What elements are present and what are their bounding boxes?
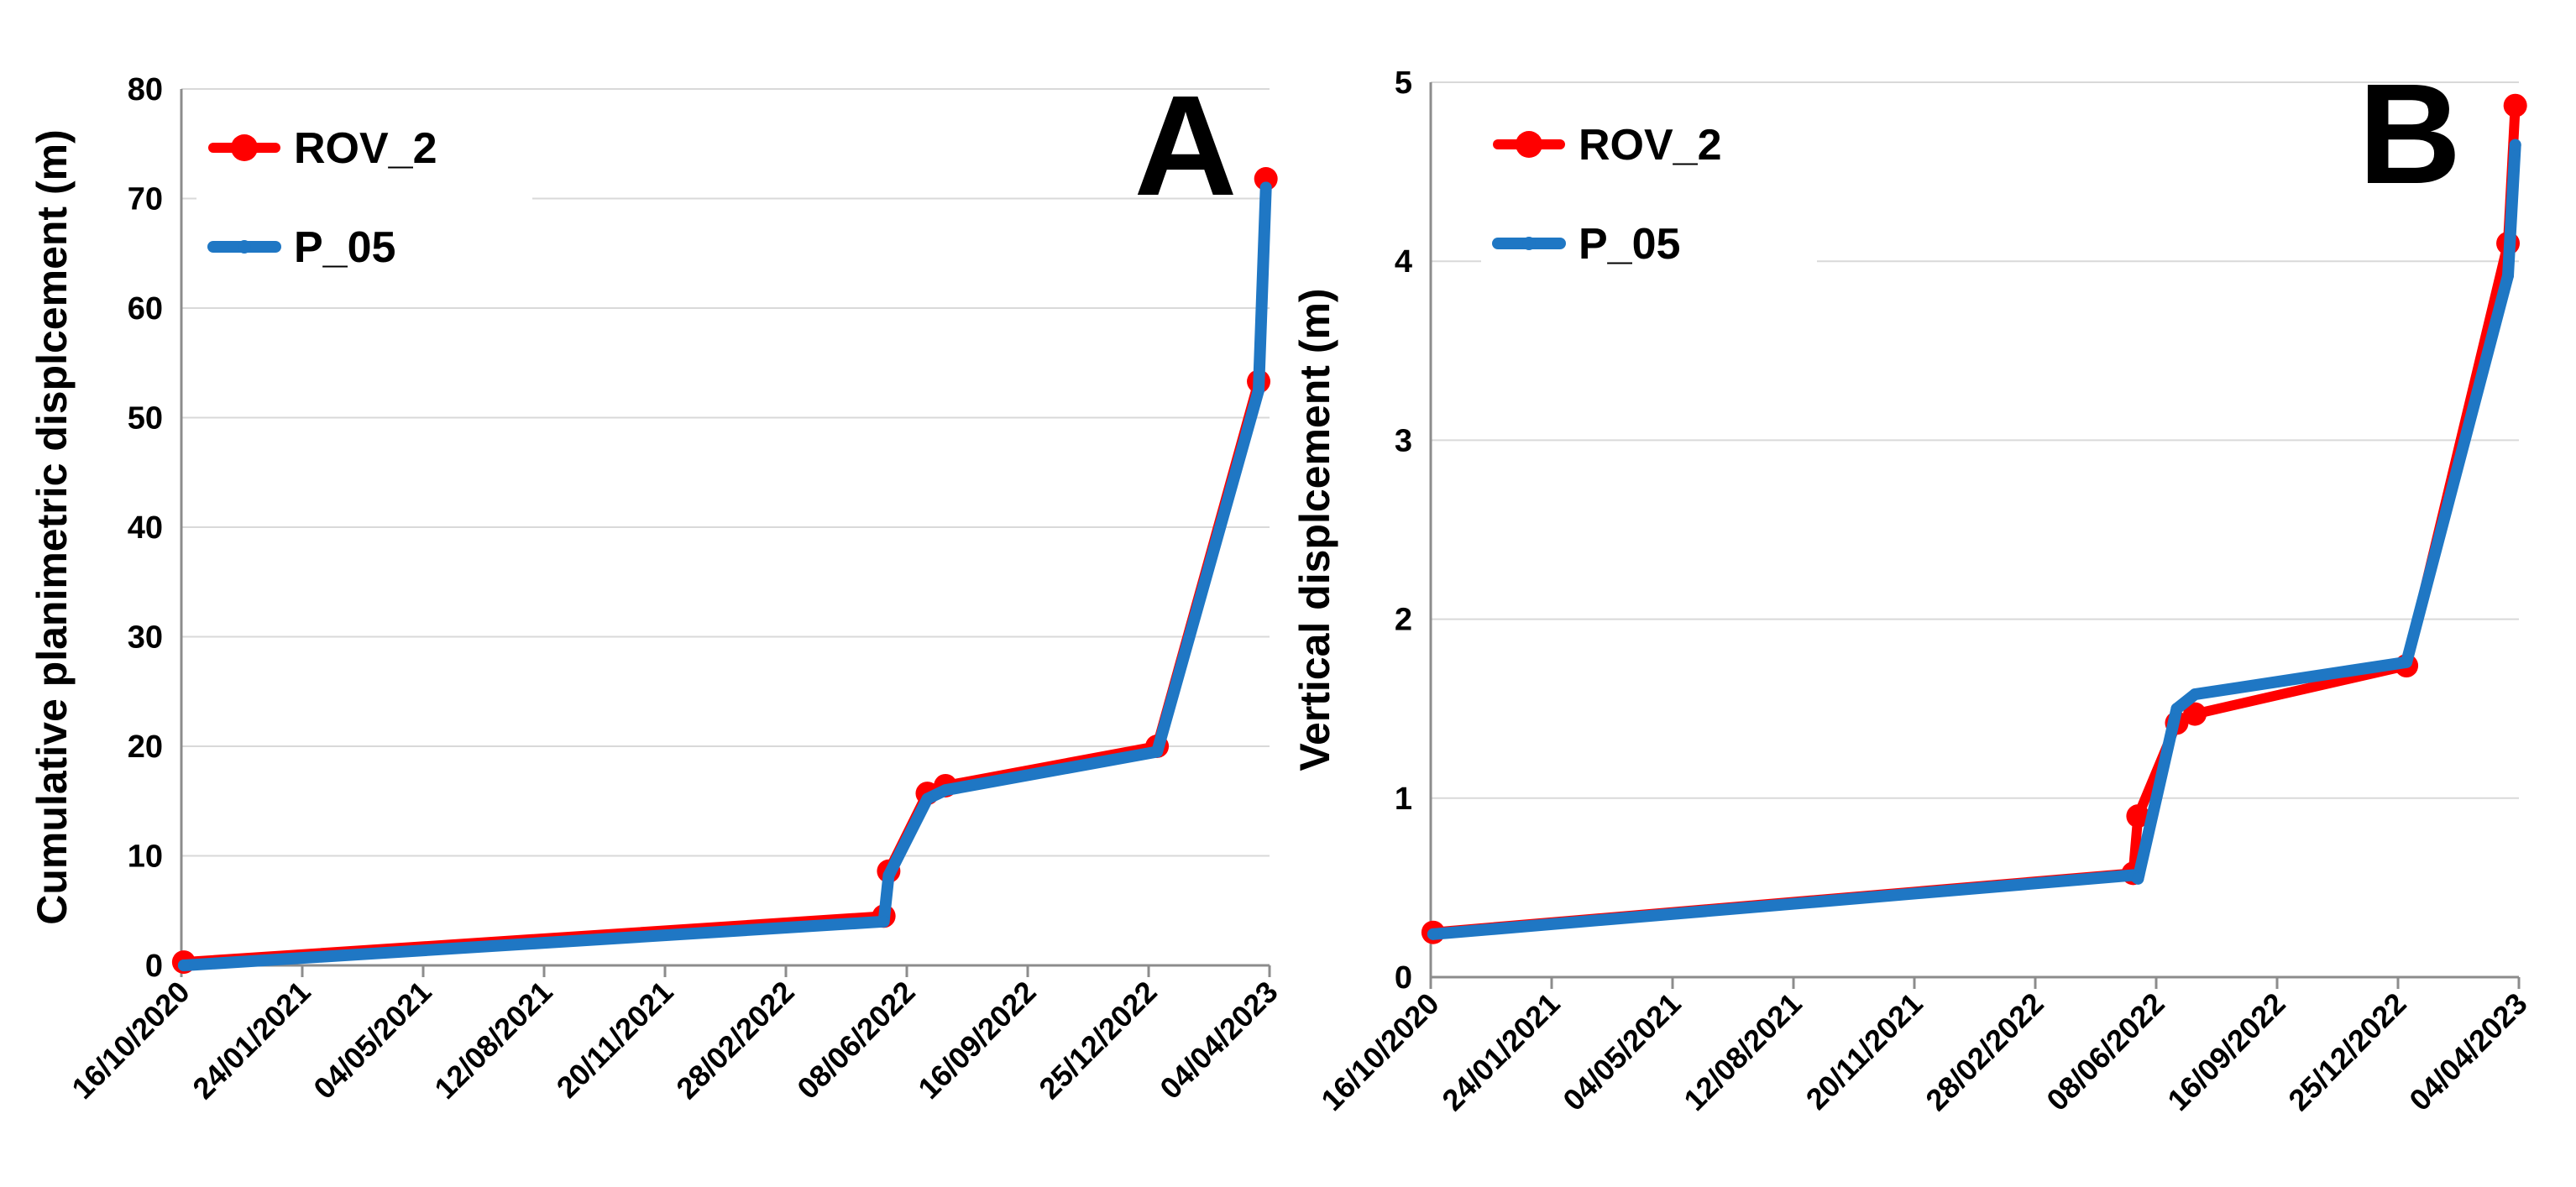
data-point-p05: [1253, 384, 1265, 396]
series-line-p05: [177, 181, 1272, 971]
panel-b-y-axis-title: Vertical displcement (m): [1291, 288, 1338, 771]
y-tick-label: 10: [128, 839, 163, 875]
data-point-p05: [921, 792, 934, 805]
y-tick-label: 60: [128, 291, 163, 327]
data-point-rov2: [2126, 804, 2150, 829]
data-point-p05: [2401, 656, 2413, 668]
data-point-p05: [1151, 745, 1164, 758]
data-point-p05: [1259, 181, 1272, 194]
y-tick-label: 80: [128, 72, 163, 107]
legend-rov2-label: ROV_2: [1579, 121, 1722, 170]
data-point-p05: [877, 915, 890, 928]
y-tick-label: 2: [1395, 603, 1412, 638]
data-point-p05: [882, 869, 895, 881]
data-point-p05: [2189, 688, 2202, 701]
data-point-p05: [940, 784, 952, 797]
data-point-rov2: [2183, 702, 2207, 726]
legend-p05-marker: [1522, 237, 1536, 250]
y-tick-label: 50: [128, 401, 163, 437]
data-point-p05: [2170, 703, 2183, 715]
panel-b-series: [1421, 93, 2527, 944]
y-tick-label: 0: [145, 949, 163, 984]
y-tick-label: 20: [128, 729, 163, 765]
y-tick-label: 30: [128, 620, 163, 656]
panel-a-legend: ROV_2 P_05: [196, 96, 532, 272]
data-point-rov2: [1254, 167, 1278, 191]
y-tick-label: 4: [1395, 244, 1412, 280]
legend-rov2-label: ROV_2: [294, 124, 437, 173]
panel-b-axes: [1429, 82, 2521, 989]
legend-rov2-marker: [231, 134, 258, 161]
y-tick-label: 70: [128, 182, 163, 217]
data-point-rov2: [2503, 93, 2527, 118]
panel-b-label: B: [2359, 55, 2462, 214]
panel-a-y-axis-title: Cumulative planimetric displcement (m): [29, 129, 76, 924]
legend-rov2-marker: [1516, 131, 1542, 158]
panel-a-gridlines: [181, 88, 1270, 857]
panel-b-legend: ROV_2 P_05: [1481, 92, 1817, 269]
panel-a-y-tick-labels: 0 10 20 30 40 50 60 70 80: [128, 72, 163, 984]
legend-p05-label: P_05: [294, 223, 395, 272]
y-tick-label: 0: [1395, 960, 1412, 996]
legend-p05-marker: [238, 240, 251, 254]
panel-a-axes: [180, 89, 1271, 977]
y-tick-label: 1: [1395, 782, 1412, 817]
data-point-p05: [2132, 872, 2144, 885]
data-point-p05: [2502, 269, 2515, 282]
y-tick-label: 5: [1395, 65, 1412, 101]
panel-a-label: A: [1134, 66, 1238, 226]
data-point-p05: [177, 960, 190, 971]
panel-b-y-tick-labels: 0 1 2 3 4 5: [1395, 65, 1412, 996]
data-point-p05: [1427, 928, 1439, 940]
data-point-p05: [2509, 139, 2521, 151]
legend-p05-label: P_05: [1579, 220, 1680, 269]
y-tick-label: 3: [1395, 423, 1412, 458]
y-tick-label: 40: [128, 510, 163, 546]
panel-a-series: [171, 167, 1278, 975]
